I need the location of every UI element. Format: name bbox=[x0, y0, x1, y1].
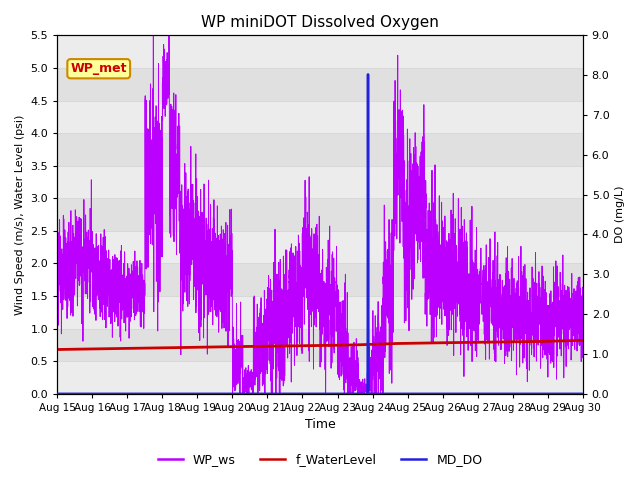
Bar bbox=[58, 100, 582, 133]
Bar bbox=[58, 361, 582, 394]
Bar bbox=[58, 36, 582, 68]
Y-axis label: DO (mg/L): DO (mg/L) bbox=[615, 186, 625, 243]
X-axis label: Time: Time bbox=[305, 419, 335, 432]
Bar bbox=[58, 296, 582, 329]
Bar bbox=[58, 166, 582, 198]
Title: WP miniDOT Dissolved Oxygen: WP miniDOT Dissolved Oxygen bbox=[201, 15, 439, 30]
Legend: WP_ws, f_WaterLevel, MD_DO: WP_ws, f_WaterLevel, MD_DO bbox=[152, 448, 488, 471]
Y-axis label: Wind Speed (m/s), Water Level (psi): Wind Speed (m/s), Water Level (psi) bbox=[15, 114, 25, 315]
Bar bbox=[58, 231, 582, 264]
Text: WP_met: WP_met bbox=[70, 62, 127, 75]
